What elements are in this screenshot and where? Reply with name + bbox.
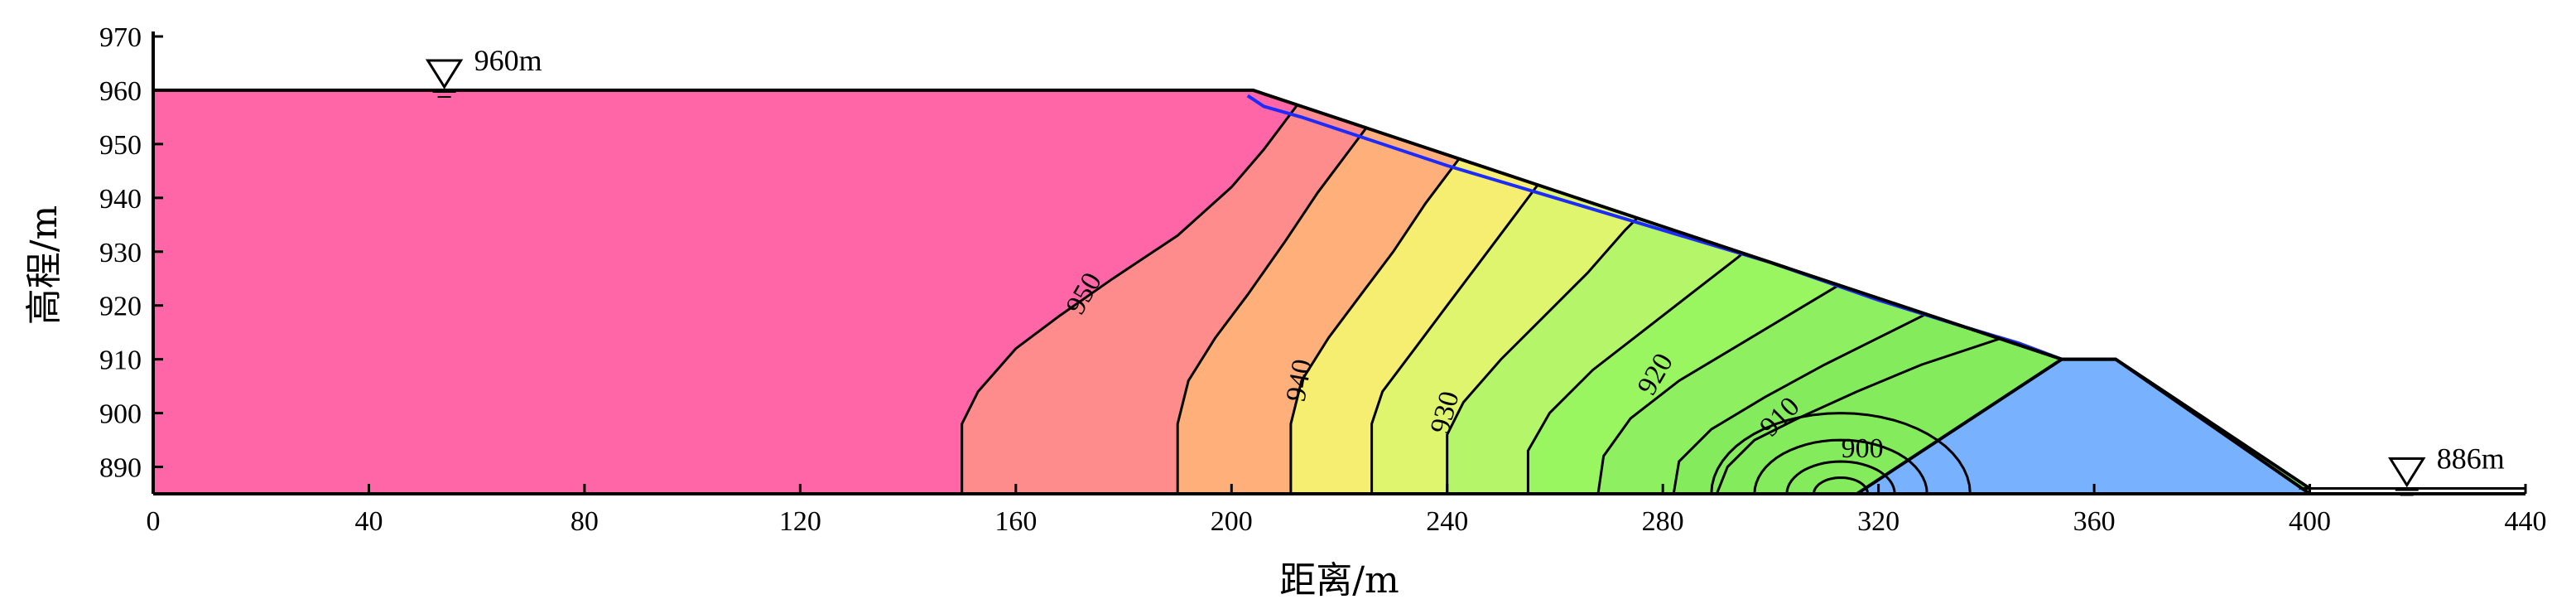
x-tick-label: 160 [994, 506, 1037, 537]
y-tick-label: 890 [99, 453, 142, 484]
water-level-label: 886m [2437, 442, 2505, 476]
water-level-upstream: 960m [425, 44, 542, 98]
y-tick-label: 960 [99, 76, 142, 107]
y-tick-label: 930 [99, 238, 142, 268]
contour-890 [1785, 460, 1896, 495]
water-level-downstream: 886m [2299, 442, 2525, 496]
x-tick-label: 440 [2505, 506, 2547, 537]
x-tick-label: 0 [147, 506, 161, 537]
x-tick-label: 320 [1857, 506, 1899, 537]
x-tick-label: 200 [1211, 506, 1253, 537]
x-tick-label: 360 [2073, 506, 2116, 537]
y-axis-title: 高程/m [23, 205, 65, 326]
water-level-label: 960m [474, 44, 542, 77]
contour-895 [1753, 438, 1928, 495]
contour-label-900: 900 [1842, 433, 1884, 464]
x-axis-title: 距离/m [1279, 559, 1399, 602]
dam-outline [153, 88, 2311, 490]
x-tick-label: 120 [779, 506, 821, 537]
x-tick-label: 40 [354, 506, 383, 537]
contour-line-950 [961, 89, 1314, 494]
y-tick-label: 940 [99, 184, 142, 215]
contour-label-940: 940 [1281, 357, 1318, 404]
y-tick-label: 910 [99, 345, 142, 376]
x-tick-label: 400 [2289, 506, 2331, 537]
x-tick-label: 240 [1426, 506, 1468, 537]
water-level-triangle-icon [425, 59, 464, 89]
water-level-triangle-icon [2388, 457, 2426, 488]
y-tick-label: 970 [99, 22, 142, 53]
x-tick-label: 80 [571, 506, 599, 537]
y-tick-label: 920 [99, 292, 142, 322]
y-axis-ticks: 890 900 910 920 930 940 950 960 970 [99, 22, 163, 484]
y-tick-label: 900 [99, 399, 142, 430]
contour-900 [1710, 412, 1972, 495]
water-level-markers: 960m 886m [425, 44, 2525, 496]
y-tick-label: 950 [99, 130, 142, 161]
x-tick-label: 280 [1642, 506, 1684, 537]
zone-reservoir [153, 89, 1312, 494]
x-axis-ticks: 0 40 80 120 160 200 240 280 320 360 400 440 [147, 484, 2547, 537]
contour-887 [1813, 476, 1870, 495]
